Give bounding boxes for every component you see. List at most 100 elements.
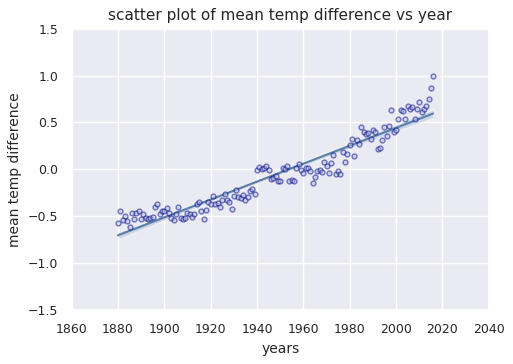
- Point: [255, 165, 264, 170]
- Point: [158, 207, 166, 213]
- Point: [193, 201, 201, 207]
- Point: [350, 153, 359, 159]
- Point: [294, 161, 303, 167]
- Point: [195, 199, 203, 205]
- Point: [119, 217, 127, 223]
- Point: [279, 166, 287, 171]
- Point: [311, 174, 319, 180]
- Point: [213, 200, 222, 206]
- Point: [258, 166, 266, 172]
- Point: [380, 124, 388, 130]
- Point: [167, 215, 175, 221]
- Point: [337, 171, 345, 177]
- Point: [130, 216, 139, 222]
- X-axis label: years: years: [261, 342, 299, 356]
- Point: [385, 123, 393, 129]
- Point: [123, 218, 131, 224]
- Point: [413, 106, 421, 112]
- Point: [315, 167, 324, 173]
- Point: [140, 211, 148, 217]
- Point: [292, 166, 301, 171]
- Point: [418, 109, 426, 115]
- Point: [211, 201, 220, 207]
- Point: [202, 207, 210, 213]
- Point: [299, 170, 307, 176]
- Point: [165, 210, 173, 216]
- Point: [404, 103, 412, 108]
- Point: [274, 178, 282, 183]
- Point: [246, 188, 254, 194]
- Point: [390, 129, 398, 135]
- Point: [325, 170, 333, 176]
- Point: [364, 130, 372, 136]
- Title: scatter plot of mean temp difference vs year: scatter plot of mean temp difference vs …: [108, 8, 452, 23]
- Point: [415, 99, 423, 105]
- Point: [339, 150, 347, 155]
- Point: [216, 204, 224, 210]
- Point: [179, 216, 187, 222]
- Point: [241, 197, 249, 203]
- Point: [262, 163, 270, 169]
- Point: [181, 215, 189, 221]
- Point: [320, 159, 328, 165]
- Point: [121, 213, 129, 219]
- Point: [329, 152, 338, 158]
- Point: [288, 177, 296, 182]
- Point: [410, 116, 419, 122]
- Point: [236, 195, 245, 201]
- Point: [401, 116, 409, 122]
- Point: [248, 186, 256, 192]
- Point: [132, 210, 141, 216]
- Point: [332, 171, 340, 177]
- Point: [276, 179, 284, 185]
- Point: [427, 85, 435, 91]
- Point: [346, 142, 354, 148]
- Point: [186, 211, 194, 217]
- Point: [383, 134, 391, 139]
- Point: [223, 197, 231, 203]
- Point: [306, 168, 314, 174]
- Y-axis label: mean temp difference: mean temp difference: [8, 92, 23, 246]
- Point: [190, 211, 199, 217]
- Point: [142, 215, 150, 221]
- Point: [244, 194, 252, 200]
- Point: [198, 209, 206, 214]
- Point: [160, 207, 168, 213]
- Point: [313, 168, 321, 174]
- Point: [399, 108, 407, 114]
- Point: [283, 163, 291, 169]
- Point: [200, 216, 208, 222]
- Point: [327, 160, 336, 166]
- Point: [348, 136, 356, 142]
- Point: [163, 205, 171, 211]
- Point: [308, 181, 317, 186]
- Point: [297, 167, 305, 173]
- Point: [269, 175, 278, 181]
- Point: [323, 163, 331, 169]
- Point: [153, 201, 162, 207]
- Point: [420, 106, 428, 112]
- Point: [357, 124, 365, 130]
- Point: [318, 169, 326, 175]
- Point: [239, 192, 247, 198]
- Point: [429, 74, 437, 79]
- Point: [116, 207, 124, 213]
- Point: [155, 211, 164, 217]
- Point: [253, 167, 261, 173]
- Point: [265, 167, 273, 173]
- Point: [218, 197, 226, 203]
- Point: [151, 204, 159, 210]
- Point: [128, 210, 136, 216]
- Point: [378, 137, 386, 143]
- Point: [341, 159, 349, 165]
- Point: [424, 96, 432, 102]
- Point: [290, 178, 298, 183]
- Point: [360, 129, 368, 135]
- Point: [369, 127, 377, 133]
- Point: [204, 199, 212, 205]
- Point: [172, 211, 180, 217]
- Point: [343, 151, 351, 157]
- Point: [225, 199, 233, 205]
- Point: [373, 146, 382, 151]
- Point: [144, 216, 152, 222]
